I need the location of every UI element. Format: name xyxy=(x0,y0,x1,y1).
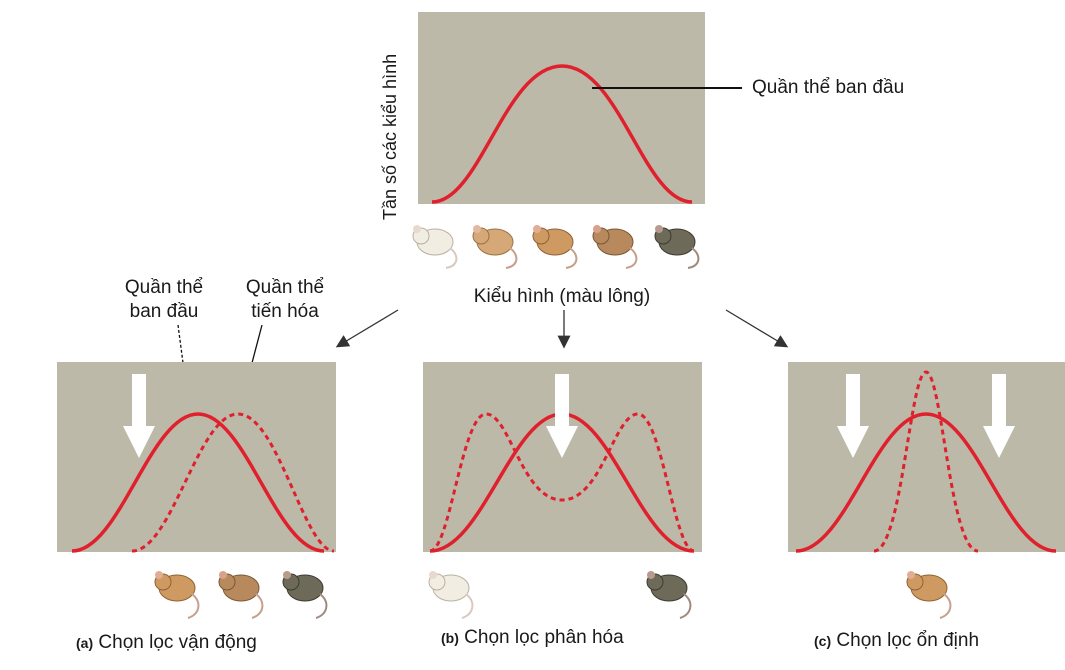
panel-c-right-down-arrow-icon xyxy=(983,374,1015,458)
panel-c-mouse-brown-icon xyxy=(906,571,952,619)
mouse-brown-icon xyxy=(532,225,578,269)
original-population-curve xyxy=(431,64,693,204)
mouse-dark-brown-icon xyxy=(592,225,638,269)
mouse-dark-grey-icon xyxy=(654,225,700,269)
mouse-light-brown-icon xyxy=(472,225,518,269)
panel-c-original-curve xyxy=(795,412,1057,553)
panel-c-chart xyxy=(788,362,1065,552)
panel-b-mouse-white-icon xyxy=(428,571,474,619)
panel-a-original-curve xyxy=(71,412,325,553)
top-chart-panel xyxy=(418,12,705,204)
panel-b-mouse-dark-grey-icon xyxy=(646,571,692,619)
panel-a-mouse-brown-icon xyxy=(154,571,200,619)
panel-a-down-arrow-icon xyxy=(123,374,155,458)
panel-c-evolved-curve xyxy=(873,370,979,553)
arrow-to-panel-a xyxy=(335,309,399,348)
caption-c-title: Chọn lọc ổn định xyxy=(836,630,980,651)
panel-a-mouse-dark-grey-icon xyxy=(282,571,328,619)
caption-b: (b) Chọn lọc phân hóa xyxy=(441,627,624,649)
panel-b-evolved-curve xyxy=(429,412,695,553)
panel-c-left-down-arrow-icon xyxy=(837,374,869,458)
arrow-to-panel-c xyxy=(725,309,789,348)
callout-label: Quần thể ban đầu xyxy=(752,77,905,98)
panel-b-down-arrow-icon xyxy=(546,374,578,458)
caption-a-letter: (a) xyxy=(76,635,94,651)
caption-a: (a) Chọn lọc vận động xyxy=(76,632,257,654)
caption-c-letter: (c) xyxy=(814,633,832,649)
caption-c: (c) Chọn lọc ổn định xyxy=(814,630,979,652)
panel-a-evolved-curve xyxy=(131,412,335,553)
caption-b-title: Chọn lọc phân hóa xyxy=(464,627,624,648)
caption-a-title: Chọn lọc vận động xyxy=(98,632,257,653)
panel-a-mouse-dark-brown-icon xyxy=(218,571,264,619)
caption-b-letter: (b) xyxy=(441,630,459,646)
mouse-white-icon xyxy=(412,225,458,269)
legend-evolved: Quần thể tiến hóa xyxy=(245,277,325,322)
legend-original: Quần thể ban đầu xyxy=(124,277,204,322)
x-axis-label: Kiểu hình (màu lông) xyxy=(473,286,651,307)
